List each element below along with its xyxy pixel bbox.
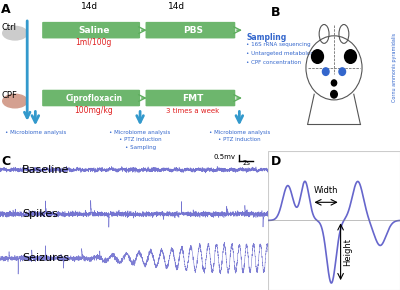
Circle shape	[339, 68, 346, 75]
Text: Ciprofloxacin: Ciprofloxacin	[65, 93, 122, 103]
Circle shape	[312, 50, 324, 63]
Circle shape	[3, 26, 27, 40]
Circle shape	[331, 90, 337, 98]
Bar	[268, 151, 400, 290]
Circle shape	[3, 94, 27, 108]
Text: FMT: FMT	[182, 93, 204, 103]
Text: B: B	[271, 6, 281, 19]
Text: Sampling: Sampling	[246, 33, 286, 42]
Text: Ctrl: Ctrl	[1, 23, 16, 32]
Circle shape	[344, 50, 356, 63]
Text: PBS: PBS	[183, 26, 203, 35]
Text: Cornu ammonis pyramidalis: Cornu ammonis pyramidalis	[392, 33, 397, 102]
Text: • PTZ induction: • PTZ induction	[119, 137, 161, 142]
Text: 2s: 2s	[242, 160, 250, 166]
Text: Seizures: Seizures	[22, 253, 69, 263]
Text: 14d: 14d	[168, 1, 185, 10]
Text: 3 times a week: 3 times a week	[166, 108, 220, 114]
Text: 100mg/kg: 100mg/kg	[74, 106, 113, 115]
Text: • Microbiome analysis: • Microbiome analysis	[209, 130, 270, 135]
Text: C: C	[1, 155, 10, 168]
Text: • PTZ induction: • PTZ induction	[218, 137, 261, 142]
Circle shape	[331, 80, 337, 86]
Text: Baseline: Baseline	[22, 165, 69, 175]
Text: • 16S rRNA sequencing: • 16S rRNA sequencing	[246, 42, 311, 47]
FancyBboxPatch shape	[42, 22, 140, 39]
Text: 0.5mv: 0.5mv	[213, 154, 235, 160]
FancyBboxPatch shape	[146, 90, 235, 106]
Text: Spikes: Spikes	[22, 209, 58, 219]
Text: Width: Width	[314, 186, 338, 195]
FancyBboxPatch shape	[42, 90, 140, 106]
Text: A: A	[1, 3, 11, 16]
Text: • CPF concentration: • CPF concentration	[246, 60, 301, 65]
Text: CPF: CPF	[1, 90, 17, 99]
Text: Saline: Saline	[78, 26, 110, 35]
Circle shape	[322, 68, 329, 75]
FancyBboxPatch shape	[146, 22, 235, 39]
Text: 14d: 14d	[81, 1, 98, 10]
Text: 1ml/100g: 1ml/100g	[76, 39, 112, 48]
Text: • Microbiome analysis: • Microbiome analysis	[110, 130, 171, 135]
Text: • Microbiome analysis: • Microbiome analysis	[5, 130, 66, 135]
Text: D: D	[271, 155, 281, 168]
Text: Height: Height	[343, 238, 352, 266]
Text: • Untargeted metabolomics: • Untargeted metabolomics	[246, 51, 323, 56]
Text: • Sampling: • Sampling	[124, 145, 156, 150]
